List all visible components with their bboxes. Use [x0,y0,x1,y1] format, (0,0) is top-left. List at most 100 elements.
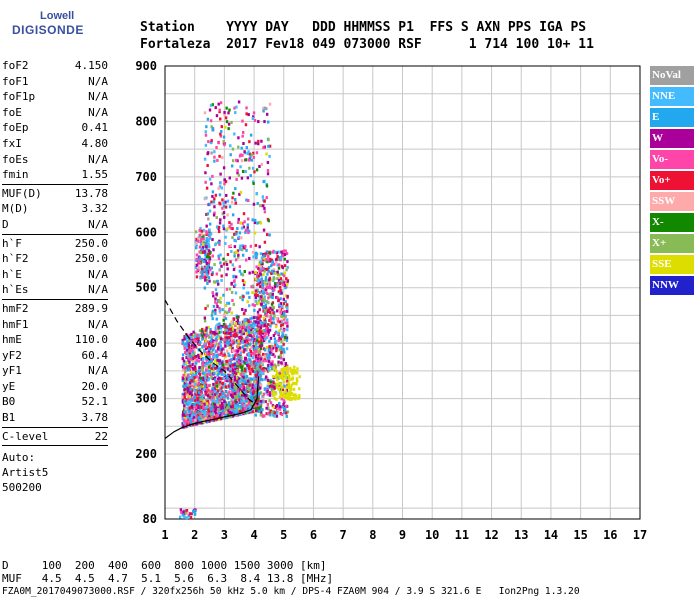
echo-point [267,359,270,363]
echo-point [195,375,198,379]
echo-point [286,306,289,310]
echo-point [229,226,233,230]
echo-point [262,254,266,258]
echo-point [226,376,229,380]
echo-point [245,198,248,202]
echo-point [219,389,222,393]
echo-point [250,324,253,328]
echo-point [279,310,282,314]
echo-point [212,346,216,350]
echo-point [255,168,259,172]
echo-point [238,321,241,325]
echo-point [191,418,195,422]
echo-point [196,418,199,422]
echo-point [257,325,260,329]
echo-point [246,339,249,343]
y-tick-label: 80 [143,512,157,526]
echo-point [216,370,219,374]
echo-point [272,383,276,387]
echo-point [192,346,195,350]
echo-point [282,313,285,317]
echo-point [272,334,276,338]
echo-point [261,329,265,333]
echo-point [267,412,270,416]
echo-point [209,119,213,123]
echo-point [245,158,248,162]
echo-point [256,357,260,361]
echo-point [257,379,261,383]
echo-point [266,260,269,264]
echo-point [285,347,289,351]
echo-point [242,212,246,216]
echo-point [189,337,192,341]
param-name: B1 [2,411,16,425]
echo-point [290,391,294,395]
echo-point [261,289,265,293]
echo-point [235,334,238,338]
echo-point [203,286,207,290]
echo-point [207,350,210,354]
echo-point [229,144,232,148]
echo-point [250,345,253,349]
echo-point [264,276,268,280]
param-name: foF1p [2,90,36,104]
echo-point [244,360,248,364]
echo-point [206,281,209,285]
echo-point [242,377,245,381]
echo-point [199,379,202,383]
echo-point [218,268,221,272]
echo-point [263,206,266,210]
echo-point [186,415,189,419]
echo-point [282,395,285,399]
echo-point [283,310,287,314]
echo-point [254,320,258,324]
echo-point [197,396,201,400]
echo-point [195,358,198,362]
echo-point [232,317,236,321]
echo-point [255,335,259,339]
echo-point [214,297,217,301]
echo-point [225,327,228,331]
echo-point [206,372,209,376]
echo-point [262,392,266,396]
echo-point [230,374,233,378]
echo-point [187,395,190,399]
legend-item: E [650,108,694,127]
echo-point [203,157,207,161]
echo-point [190,337,194,341]
echo-point [233,328,237,332]
echo-point [236,364,239,368]
echo-point [233,106,236,110]
echo-point [197,392,200,396]
echo-point [258,331,262,335]
echo-point [232,357,235,361]
echo-point [283,380,286,384]
echo-point [205,230,208,234]
echo-point [255,316,258,320]
param-value: 13.78 [74,186,108,200]
echo-point [251,316,254,320]
echo-point [215,327,218,331]
echo-point [243,348,246,352]
echo-point [279,256,283,260]
echo-point [245,106,248,110]
echo-point [270,302,274,306]
legend-item: X+ [650,234,694,253]
echo-point [251,403,254,407]
x-tick-label: 4 [250,528,257,542]
echo-point [215,335,218,339]
echo-point [251,116,255,120]
echo-point [278,329,281,333]
echo-point [242,407,245,411]
y-tick-label: 800 [135,114,157,128]
echo-point [235,230,238,234]
echo-point [266,392,269,396]
echo-point [222,366,226,370]
echo-point [204,376,207,380]
echo-point [280,361,283,365]
echo-point [261,367,264,371]
echo-point [249,380,252,384]
echo-point [238,379,241,383]
echo-point [198,410,201,414]
echo-point [279,277,283,281]
